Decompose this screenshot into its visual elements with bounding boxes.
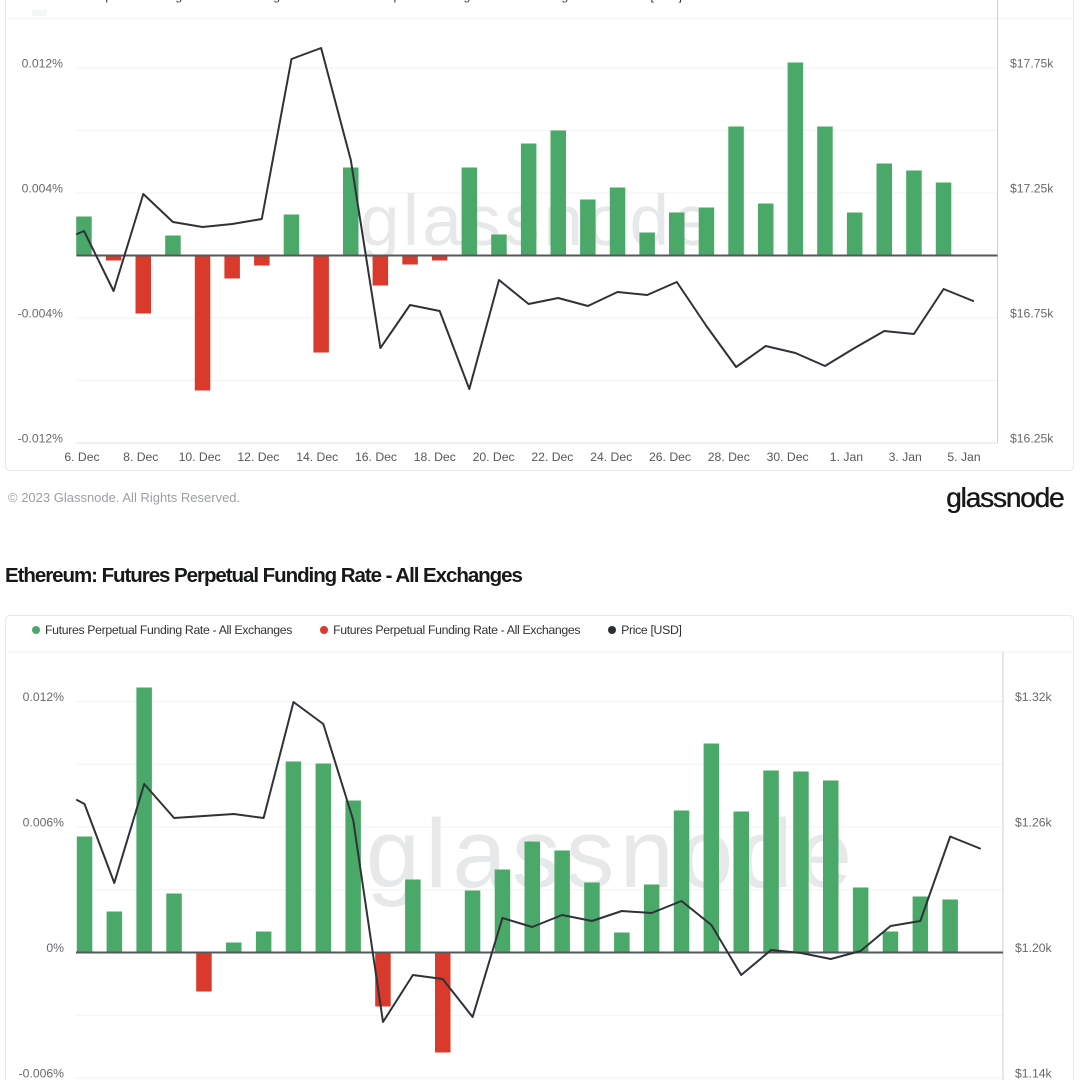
svg-text:$16.25k: $16.25k — [1010, 432, 1054, 446]
svg-text:1. Jan: 1. Jan — [830, 450, 863, 464]
svg-text:$1.32k: $1.32k — [1015, 690, 1052, 704]
svg-text:3. Jan: 3. Jan — [889, 450, 922, 464]
svg-text:24. Dec: 24. Dec — [590, 450, 632, 464]
svg-text:26. Dec: 26. Dec — [649, 450, 691, 464]
svg-text:0.006%: 0.006% — [23, 816, 64, 830]
svg-text:-0.006%: -0.006% — [19, 1067, 65, 1080]
svg-text:$1.14k: $1.14k — [1015, 1067, 1052, 1080]
svg-text:-0.012%: -0.012% — [18, 432, 64, 446]
svg-text:$16.75k: $16.75k — [1010, 307, 1054, 321]
svg-text:$1.26k: $1.26k — [1015, 816, 1052, 830]
svg-text:10. Dec: 10. Dec — [179, 450, 221, 464]
svg-text:-0.004%: -0.004% — [18, 307, 64, 321]
svg-text:glassnode: glassnode — [366, 799, 852, 908]
svg-text:20. Dec: 20. Dec — [473, 450, 515, 464]
svg-text:12. Dec: 12. Dec — [237, 450, 279, 464]
svg-text:6. Dec: 6. Dec — [64, 450, 99, 464]
svg-text:30. Dec: 30. Dec — [767, 450, 809, 464]
svg-text:28. Dec: 28. Dec — [708, 450, 750, 464]
svg-text:$17.75k: $17.75k — [1010, 57, 1054, 71]
svg-text:0.004%: 0.004% — [22, 182, 63, 196]
svg-text:0.012%: 0.012% — [23, 690, 64, 704]
svg-text:14. Dec: 14. Dec — [296, 450, 338, 464]
svg-text:18. Dec: 18. Dec — [414, 450, 456, 464]
svg-text:$1.20k: $1.20k — [1015, 941, 1052, 955]
svg-text:$17.25k: $17.25k — [1010, 182, 1054, 196]
svg-text:16. Dec: 16. Dec — [355, 450, 397, 464]
svg-text:22. Dec: 22. Dec — [531, 450, 573, 464]
svg-text:0%: 0% — [46, 941, 64, 955]
svg-text:0.012%: 0.012% — [22, 57, 63, 71]
svg-text:5. Jan: 5. Jan — [947, 450, 980, 464]
svg-text:8. Dec: 8. Dec — [123, 450, 158, 464]
